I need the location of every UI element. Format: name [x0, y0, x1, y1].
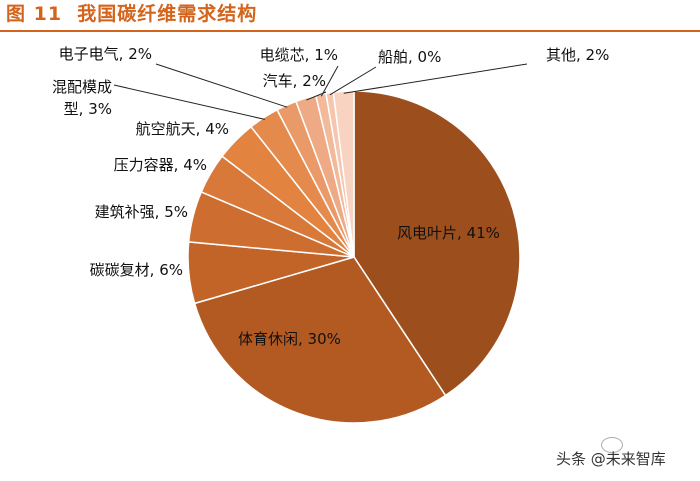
leader-line-7 [113, 84, 265, 120]
slice-label-4: 建筑补强, 5% [95, 203, 188, 221]
slice-label-5: 压力容器, 4% [114, 156, 207, 174]
leader-line-8 [155, 63, 288, 108]
watermark: 头条 @未来智库 [556, 450, 666, 468]
leader-line-10 [320, 65, 339, 97]
slice-label-8: 电子电气, 2% [59, 45, 152, 63]
leader-line-12 [343, 63, 528, 94]
slice-label-11: 船舶, 0% [378, 48, 441, 66]
slice-label-7: 混配模成型, 3% [52, 78, 112, 118]
slice-label-6: 航空航天, 4% [136, 120, 229, 138]
slice-label-12: 其他, 2% [546, 46, 609, 64]
figure-title-text: 我国碳纤维需求结构 [77, 3, 258, 25]
watermark-icon [601, 437, 623, 453]
leader-line-11 [329, 66, 377, 96]
slice-label-1: 风电叶片, 41% [397, 224, 500, 242]
leader-lines [113, 63, 528, 120]
slice-label-3: 碳碳复材, 6% [90, 261, 183, 279]
slice-labels: 风电叶片, 41% 体育休闲, 30% 碳碳复材, 6% 建筑补强, 5% 压力容器, … [52, 45, 609, 348]
slice-label-2: 体育休闲, 30% [238, 330, 341, 348]
slice-label-9: 汽车, 2% [263, 72, 326, 90]
pie-slice-2 [193, 256, 447, 424]
figure-title: 图 11 我国碳纤维需求结构 [6, 0, 257, 28]
slice-label-10: 电缆芯, 1% [260, 46, 338, 64]
pie-slices [187, 90, 521, 424]
figure-label: 图 11 [6, 3, 63, 25]
title-rule [0, 30, 700, 32]
